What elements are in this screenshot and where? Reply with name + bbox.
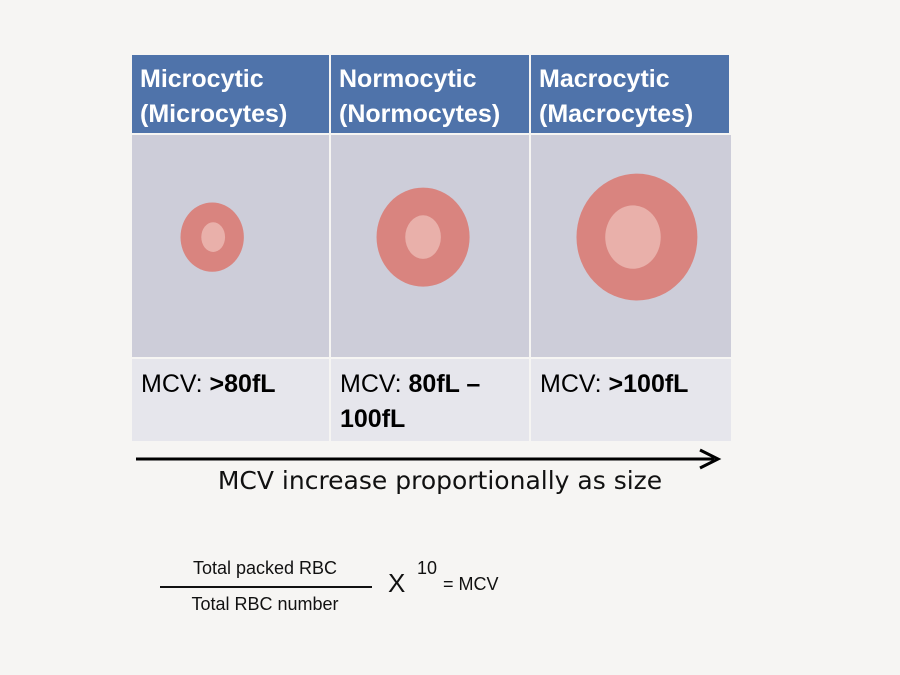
header-title: Normocytic [339,65,477,93]
header-title: Macrocytic [539,65,670,93]
header-subtitle: (Microcytes) [140,100,288,128]
formula-denominator: Total RBC number [191,594,339,614]
macrocyte-center [605,205,661,269]
fraction-bar [160,586,372,588]
formula-numerator: Total packed RBC [192,558,338,578]
macrocyte-illustration [576,173,698,301]
multiply-sign: X [388,568,406,598]
image-cell-macrocytic [531,135,731,359]
normocyte-center [405,215,441,259]
size-increase-arrow [136,448,722,470]
header-subtitle: (Macrocytes) [539,100,694,128]
formula-exponent: 10 [417,558,438,578]
microcyte-illustration [180,202,244,272]
mcv-value: >80fL [209,370,276,398]
mcv-cell-microcytic: MCV: >80fL [132,359,331,441]
header-subtitle: (Normocytes) [339,100,501,128]
header-normocytic: Normocytic (Normocytes) [331,55,531,135]
image-cell-normocytic [331,135,531,359]
mcv-value: >100fL [608,370,689,398]
header-title: Microcytic [140,65,264,93]
mcv-label: MCV: [540,370,609,398]
mcv-cell-normocytic: MCV: 80fL – 100fL [331,359,531,441]
mcv-label: MCV: [141,370,210,398]
arrow-head [699,448,722,470]
mcv-value: 80fL – 100fL [340,370,481,433]
mcv-cell-macrocytic: MCV: >100fL [531,359,731,441]
microcyte-center [201,222,226,252]
mcv-label: MCV: [340,370,409,398]
image-cell-microcytic [132,135,331,359]
rbc-size-table: Microcytic (Microcytes) Normocytic (Norm… [132,55,731,441]
normocyte-illustration [376,187,470,287]
formula-result: = MCV [443,574,499,594]
header-microcytic: Microcytic (Microcytes) [132,55,331,135]
header-macrocytic: Macrocytic (Macrocytes) [531,55,731,135]
arrow-caption: MCV increase proportionally as size [217,466,663,495]
mcv-formula: Total packed RBC Total RBC number X 10 =… [160,556,540,626]
